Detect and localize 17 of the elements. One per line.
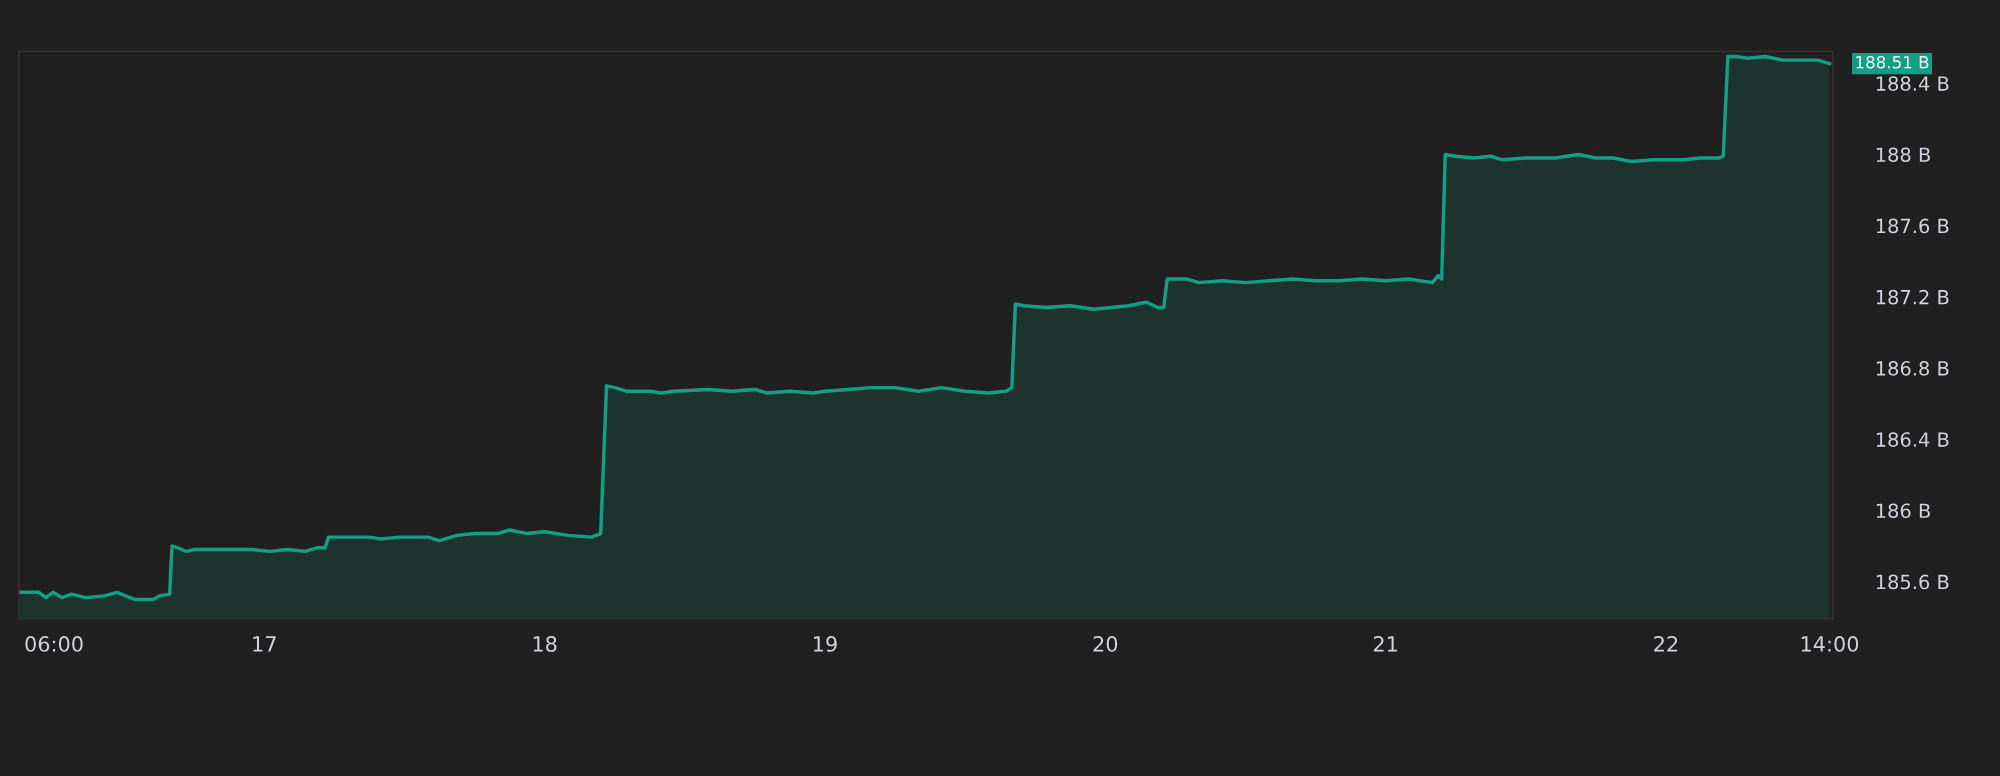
- x-tick-label: 18: [533, 636, 557, 652]
- y-tick-label: 186.8 B: [1876, 361, 1949, 376]
- y-tick-label: 186 B: [1876, 503, 1930, 519]
- x-tick-label: 19: [814, 636, 837, 652]
- y-tick-label: 187.6 B: [1876, 218, 1949, 234]
- annotation: 188.51 B: [1856, 55, 1929, 69]
- x-tick-label: 17: [253, 636, 276, 652]
- x-tick-label: 14:00: [1801, 636, 1859, 652]
- y-tick-label: 188 B: [1876, 147, 1930, 163]
- x-tick-label: 22: [1654, 636, 1678, 652]
- x-tick-label: 20: [1093, 636, 1118, 652]
- y-tick-label: 186.4 B: [1876, 432, 1949, 447]
- x-tick-label: 06:00: [25, 636, 83, 652]
- y-tick-label: 188.4 B: [1876, 76, 1949, 91]
- y-tick-label: 185.6 B: [1876, 574, 1949, 590]
- y-tick-label: 187.2 B: [1876, 289, 1949, 305]
- x-tick-label: 21: [1373, 636, 1397, 652]
